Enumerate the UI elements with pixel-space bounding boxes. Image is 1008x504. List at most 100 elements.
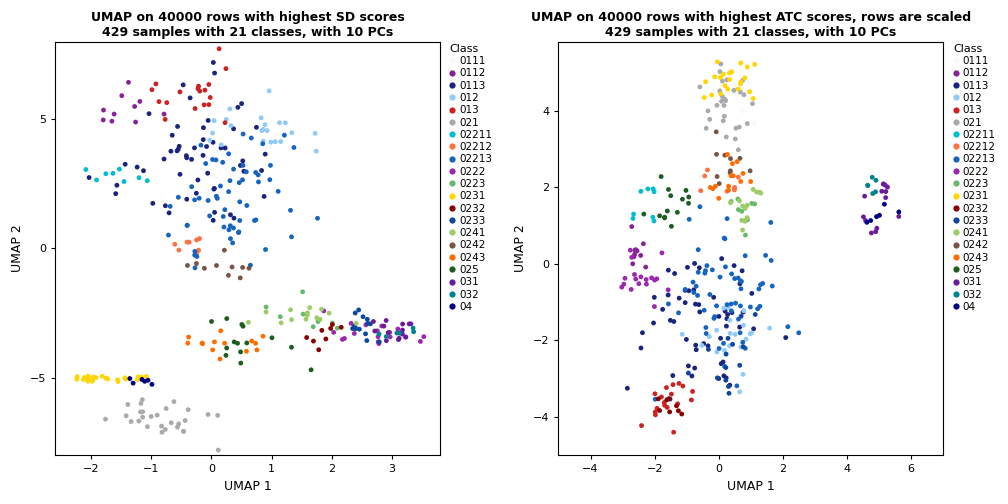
Point (203, 93, 219, 101)
Point (700, 107, 716, 115)
Point (627, 246, 643, 255)
Point (172, 88, 188, 96)
Point (201, 116, 217, 124)
Point (390, 325, 406, 333)
Point (223, 211, 239, 219)
Point (733, 285, 749, 293)
Point (732, 280, 748, 288)
Point (382, 333, 398, 341)
Point (638, 263, 654, 271)
Point (707, 312, 723, 321)
Point (684, 388, 701, 396)
Point (702, 290, 718, 298)
Point (737, 204, 753, 212)
Point (656, 399, 672, 407)
Point (166, 240, 182, 248)
Point (645, 213, 661, 221)
Point (96, 106, 112, 114)
Point (412, 337, 428, 345)
Point (118, 412, 134, 420)
Point (123, 417, 139, 425)
Point (646, 217, 662, 225)
Point (223, 235, 239, 243)
Point (718, 374, 734, 382)
Point (98, 374, 114, 382)
Point (365, 318, 381, 326)
Point (707, 73, 723, 81)
Point (179, 339, 196, 347)
Point (709, 302, 725, 310)
Point (654, 249, 670, 257)
Point (217, 144, 233, 152)
Point (681, 215, 698, 223)
Point (170, 420, 186, 428)
Point (719, 215, 735, 223)
Point (733, 177, 749, 185)
Point (232, 274, 248, 282)
Point (186, 157, 203, 165)
Legend: 0111, 0112, 0113, 012, 013, 021, 02211, 02212, 02213, 0222, 0223, 0231, 0232, 02: 0111, 0112, 0113, 012, 013, 021, 02211, … (448, 42, 494, 314)
Point (734, 207, 750, 215)
Point (360, 320, 376, 328)
Point (726, 81, 742, 89)
Point (712, 179, 728, 187)
Point (196, 101, 212, 109)
Point (758, 251, 774, 260)
Point (69, 375, 85, 384)
Point (700, 342, 716, 350)
Point (200, 410, 216, 418)
Point (169, 147, 185, 155)
Y-axis label: UMAP 2: UMAP 2 (514, 225, 527, 272)
Point (378, 333, 394, 341)
Point (230, 339, 246, 347)
Point (215, 158, 231, 166)
Point (663, 222, 679, 230)
Point (137, 377, 153, 386)
Point (735, 77, 751, 85)
Point (659, 207, 675, 215)
Point (234, 100, 250, 108)
Point (763, 257, 779, 265)
Point (702, 333, 718, 341)
Point (335, 335, 351, 343)
Point (257, 120, 273, 129)
Point (736, 321, 752, 329)
Point (240, 319, 256, 327)
Point (85, 377, 101, 385)
Point (186, 264, 203, 272)
Point (646, 187, 662, 196)
Point (626, 253, 642, 261)
Point (856, 213, 872, 221)
Point (196, 123, 212, 132)
Point (728, 299, 744, 307)
Point (683, 372, 700, 380)
Point (376, 322, 392, 330)
Point (665, 428, 681, 436)
Point (633, 251, 649, 260)
Point (374, 322, 390, 330)
Point (739, 214, 755, 222)
Point (713, 90, 729, 98)
Point (717, 346, 733, 354)
Point (230, 103, 246, 111)
Point (282, 306, 298, 314)
Point (272, 138, 288, 146)
Point (631, 280, 647, 288)
Point (305, 337, 322, 345)
Point (283, 316, 299, 324)
Title: UMAP on 40000 rows with highest SD scores
429 samples with 21 classes, with 10 P: UMAP on 40000 rows with highest SD score… (91, 11, 404, 39)
Point (217, 206, 233, 214)
Point (653, 172, 669, 180)
Point (76, 375, 92, 384)
Point (732, 388, 748, 396)
Point (744, 329, 760, 337)
Point (109, 181, 125, 190)
X-axis label: UMAP 1: UMAP 1 (727, 480, 775, 493)
Point (197, 86, 213, 94)
Point (313, 305, 330, 313)
Point (860, 181, 876, 190)
Point (394, 326, 410, 334)
Point (634, 329, 650, 337)
Point (670, 407, 686, 415)
Point (359, 316, 375, 324)
